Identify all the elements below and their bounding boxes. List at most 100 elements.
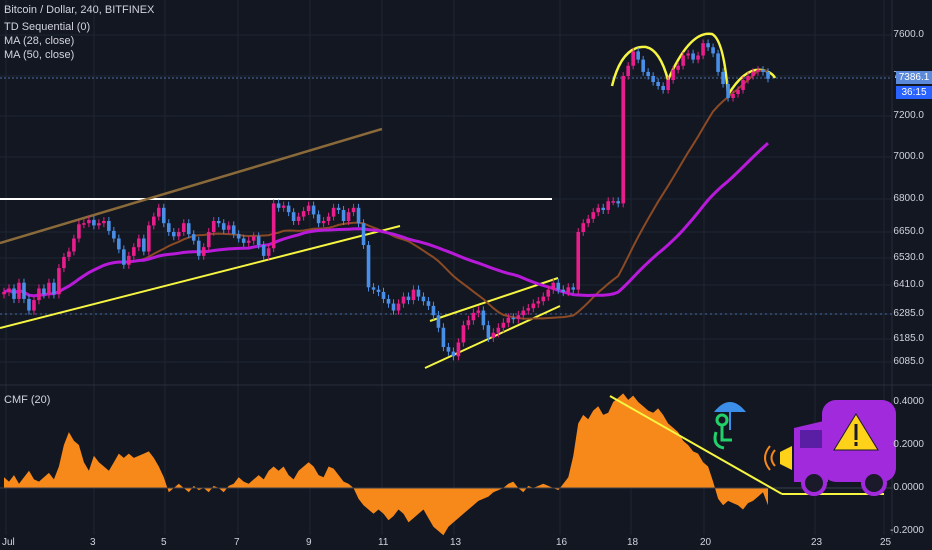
candle-body	[7, 288, 11, 292]
candle-body	[731, 94, 735, 98]
cmf-tick-label: -0.2000	[890, 525, 924, 536]
price-tick-label: 6530.0	[893, 252, 924, 263]
candle-body	[466, 320, 471, 326]
candle-body	[566, 287, 571, 292]
candle-body	[621, 76, 625, 204]
candle-body	[286, 205, 291, 213]
truck-window	[800, 430, 822, 448]
candle-body	[701, 43, 705, 56]
candle-body	[636, 51, 640, 60]
candle-body	[416, 289, 421, 297]
candle-body	[561, 289, 566, 292]
candle-body	[536, 301, 541, 304]
candle-body	[271, 203, 276, 249]
candle-body	[671, 69, 675, 80]
candle-body	[681, 55, 685, 66]
candle-body	[87, 219, 91, 224]
candle-body	[441, 327, 446, 348]
candle-body	[746, 76, 750, 80]
candle-body	[42, 288, 46, 295]
indicator-ma50[interactable]: MA (50, close)	[4, 49, 75, 61]
time-tick-label: 7	[234, 537, 240, 548]
price-tick-label: 6085.0	[893, 356, 924, 367]
candle-body	[216, 221, 221, 224]
candle-body	[241, 238, 246, 243]
candle-body	[511, 317, 516, 320]
candle-body	[631, 51, 635, 66]
time-tick-label: 13	[450, 537, 462, 548]
candle-body	[346, 212, 351, 221]
candle-body	[316, 214, 321, 224]
candle-body	[586, 218, 591, 224]
countdown-tag: 36:15	[896, 86, 932, 99]
candle-body	[436, 315, 441, 328]
candle-body	[366, 245, 371, 288]
candle-body	[531, 303, 536, 309]
candle-body	[596, 207, 601, 213]
candle-body	[72, 238, 76, 252]
price-tick-label: 6410.0	[893, 279, 924, 290]
time-tick-label: Jul	[2, 537, 15, 548]
time-tick-label: 18	[627, 537, 639, 548]
candle-body	[251, 236, 256, 241]
candle-body	[301, 211, 306, 217]
warning-mark	[854, 424, 858, 440]
price-tick-label: 7600.0	[893, 29, 924, 40]
candle-body	[766, 71, 770, 79]
price-tick-label: 6185.0	[893, 333, 924, 344]
candle-body	[716, 53, 720, 72]
speaker-icon	[780, 446, 792, 470]
candle-body	[376, 289, 381, 292]
candle-body	[12, 288, 16, 299]
candle-body	[181, 223, 186, 232]
candle-body	[381, 291, 386, 299]
candle-body	[541, 296, 546, 302]
candle-body	[27, 298, 31, 311]
candle-body	[37, 288, 41, 301]
candle-body	[276, 203, 281, 208]
price-tick-label: 6650.0	[893, 226, 924, 237]
candle-body	[461, 325, 466, 343]
candle-body	[97, 223, 101, 226]
candle-body	[696, 55, 700, 60]
indicator-td[interactable]: TD Sequential (0)	[4, 21, 91, 33]
candle-body	[506, 317, 511, 323]
truck-wheel-front	[801, 470, 827, 496]
candle-body	[226, 225, 231, 230]
candle-body	[326, 216, 331, 221]
candle-body	[147, 225, 151, 252]
truck-wheel-back	[861, 470, 887, 496]
candle-body	[386, 298, 391, 304]
candle-body	[391, 303, 396, 311]
candle-body	[611, 201, 616, 203]
levels	[0, 77, 892, 315]
candle-body	[117, 238, 121, 250]
candle-body	[496, 327, 501, 333]
candle-body	[501, 322, 506, 328]
candle-body	[291, 212, 296, 221]
candle-body	[306, 205, 311, 212]
candle-body	[22, 282, 26, 299]
cmf-tick-label: 0.0000	[893, 482, 924, 493]
candle-body	[361, 223, 366, 245]
candle-body	[331, 207, 336, 217]
time-tick-label: 23	[811, 537, 823, 548]
candle-body	[726, 84, 730, 98]
channel-upper-line	[429, 277, 559, 322]
cmf-title[interactable]: CMF (20)	[4, 394, 51, 406]
candle-body	[481, 310, 486, 326]
price-tick-label: 6285.0	[893, 308, 924, 319]
indicator-ma28[interactable]: MA (28, close)	[4, 35, 75, 47]
candle-body	[196, 240, 201, 256]
candle-body	[166, 223, 171, 232]
chart-title: Bitcoin / Dollar, 240, BITFINEX	[4, 4, 155, 16]
candle-body	[112, 230, 116, 239]
candle-body	[311, 205, 316, 215]
time-tick-label: 9	[306, 537, 312, 548]
candle-body	[142, 238, 146, 252]
candle-body	[321, 221, 326, 224]
candle-body	[396, 303, 401, 311]
candle-body	[426, 301, 431, 306]
channel-top-line	[0, 127, 383, 245]
